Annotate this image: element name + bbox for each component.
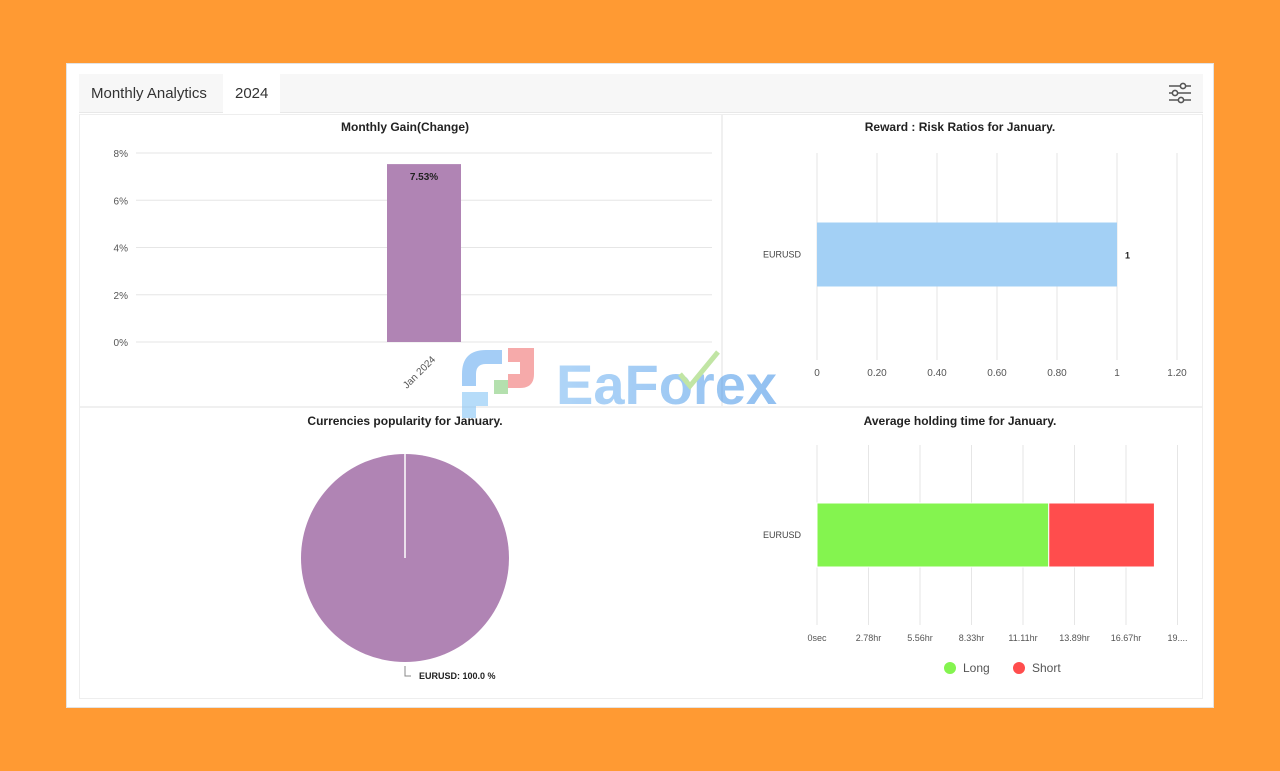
x-tick-label: 0.80: [1047, 368, 1067, 379]
y-tick-label: 2%: [114, 291, 129, 302]
x-tick-label: 16.67hr: [1111, 633, 1142, 643]
bar-short[interactable]: [1048, 502, 1155, 568]
tab-monthly-analytics[interactable]: Monthly Analytics: [91, 85, 207, 102]
bar-data-label: 7.53%: [410, 172, 438, 183]
bar-jan-2024[interactable]: [387, 164, 461, 342]
currencies-popularity-chart: Currencies popularity for January. EURUS…: [301, 414, 509, 681]
charts-area: Monthly Gain(Change) 0% 2% 4% 6% 8% 7.53% Ja…: [79, 114, 1203, 699]
x-tick-label: 11.11hr: [1008, 633, 1037, 643]
pie-data-label: EURUSD: 100.0 %: [419, 671, 496, 681]
y-tick-label: 0%: [114, 338, 129, 349]
x-tick-label: 0: [814, 368, 820, 379]
currencies-popularity-title: Currencies popularity for January.: [307, 414, 502, 428]
panel-header: Monthly Analytics 2024: [79, 74, 1203, 113]
category-label: EURUSD: [763, 250, 802, 260]
x-tick-label: 0.40: [927, 368, 947, 379]
x-tick-label: 2.78hr: [856, 633, 882, 643]
y-tick-label: 6%: [114, 196, 129, 207]
x-tick-label: 19....: [1167, 633, 1187, 643]
category-label: EURUSD: [763, 530, 802, 540]
analytics-panel: Monthly Analytics 2024 Monthly Gain(Chan…: [66, 63, 1214, 708]
sliders-icon[interactable]: [1167, 82, 1193, 104]
monthly-gain-title: Monthly Gain(Change): [341, 120, 469, 134]
x-tick-label: 5.56hr: [907, 633, 933, 643]
x-tick-label: 8.33hr: [959, 633, 985, 643]
holding-time-title: Average holding time for January.: [864, 414, 1057, 428]
reward-risk-title: Reward : Risk Ratios for January.: [865, 120, 1056, 134]
x-tick-label: 0.20: [867, 368, 887, 379]
legend-marker-short[interactable]: [1013, 662, 1025, 674]
bar-eurusd[interactable]: [817, 222, 1117, 287]
tab-year-2024[interactable]: 2024: [223, 74, 281, 113]
x-tick-label: 13.89hr: [1059, 633, 1090, 643]
y-tick-label: 4%: [114, 244, 129, 255]
holding-time-chart: Average holding time for January. 0sec 2.…: [763, 414, 1188, 675]
x-tick-label: 0sec: [807, 633, 827, 643]
y-tick-label: 8%: [114, 149, 129, 160]
legend-label-long[interactable]: Long: [963, 661, 990, 675]
reward-risk-chart: Reward : Risk Ratios for January. 1 0 0.2…: [763, 120, 1187, 379]
x-tick-label: 1.20: [1167, 368, 1187, 379]
bar-data-label: 1: [1125, 251, 1130, 261]
monthly-gain-chart: Monthly Gain(Change) 0% 2% 4% 6% 8% 7.53% Ja…: [114, 120, 712, 391]
legend-label-short[interactable]: Short: [1032, 661, 1061, 675]
x-tick-label: 1: [1114, 368, 1120, 379]
charts-svg: Monthly Gain(Change) 0% 2% 4% 6% 8% 7.53% Ja…: [80, 115, 1202, 681]
pie-label-connector: [404, 666, 411, 677]
x-tick-label: 0.60: [987, 368, 1007, 379]
bar-long[interactable]: [816, 502, 1050, 568]
legend-marker-long[interactable]: [944, 662, 956, 674]
x-tick-label: Jan 2024: [401, 354, 438, 391]
